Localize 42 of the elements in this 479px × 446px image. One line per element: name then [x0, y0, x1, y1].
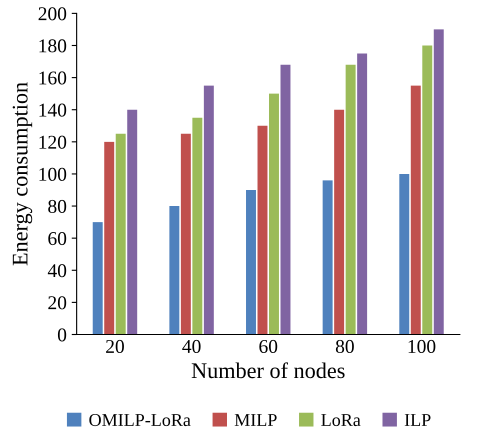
bar — [269, 94, 279, 334]
y-tick-label: 100 — [39, 168, 66, 181]
x-tick-label: 60 — [259, 340, 278, 354]
x-tick-label: 20 — [106, 340, 124, 354]
bar — [127, 110, 138, 334]
bar — [399, 174, 410, 334]
y-tick-label: 200 — [38, 7, 66, 20]
legend-label: MILP — [234, 414, 277, 426]
bar — [258, 126, 268, 334]
y-tick-label: 160 — [39, 71, 66, 85]
bar — [410, 86, 421, 334]
y-tick-label: 40 — [48, 264, 66, 278]
bar — [334, 110, 344, 334]
y-tick-label: 80 — [48, 200, 66, 213]
bar — [280, 64, 290, 334]
y-tick-label: 180 — [39, 39, 66, 52]
x-tick-label: 40 — [182, 340, 201, 354]
x-tick-label: 100 — [408, 340, 436, 354]
bar — [346, 64, 356, 334]
bar — [92, 222, 103, 334]
legend-label: LoRa — [321, 414, 361, 426]
y-tick-label: 60 — [48, 232, 66, 246]
y-axis-title: Energy consumption — [12, 82, 32, 266]
y-tick-label: 0 — [58, 328, 66, 342]
bar — [180, 134, 191, 334]
bar — [192, 118, 202, 334]
y-tick-label: 20 — [48, 296, 66, 310]
bar — [204, 86, 214, 334]
bar — [116, 134, 126, 334]
legend-label: OMILP-LoRa — [89, 414, 191, 426]
bar — [357, 54, 368, 334]
legend-label: ILP — [404, 414, 431, 426]
x-tick-label: 80 — [336, 340, 354, 354]
x-axis-title: Number of nodes — [192, 362, 345, 378]
y-tick-label: 120 — [39, 136, 66, 149]
y-tick-label: 140 — [39, 104, 66, 117]
bar — [246, 190, 256, 334]
bar — [104, 142, 114, 334]
bar — [422, 45, 432, 334]
bar — [169, 206, 180, 334]
bar — [322, 180, 333, 334]
bar — [434, 29, 444, 334]
